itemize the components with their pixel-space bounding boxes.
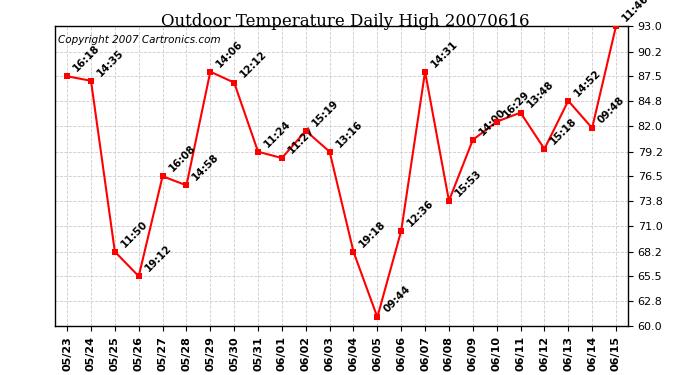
- Text: 12:36: 12:36: [405, 198, 436, 228]
- Point: [395, 228, 406, 234]
- Text: 11:50: 11:50: [119, 218, 150, 249]
- Text: Copyright 2007 Cartronics.com: Copyright 2007 Cartronics.com: [58, 35, 221, 45]
- Point: [253, 149, 264, 155]
- Text: 13:16: 13:16: [334, 118, 364, 149]
- Point: [109, 249, 120, 255]
- Point: [181, 182, 192, 188]
- Point: [611, 23, 622, 29]
- Text: 19:18: 19:18: [357, 219, 388, 249]
- Point: [133, 273, 144, 279]
- Point: [444, 198, 455, 204]
- Point: [157, 173, 168, 179]
- Point: [228, 80, 239, 86]
- Text: Outdoor Temperature Daily High 20070616: Outdoor Temperature Daily High 20070616: [161, 13, 529, 30]
- Point: [348, 249, 359, 255]
- Point: [539, 146, 550, 152]
- Point: [491, 119, 502, 125]
- Text: 09:44: 09:44: [382, 284, 412, 314]
- Text: 15:19: 15:19: [310, 98, 340, 128]
- Text: 11:46: 11:46: [620, 0, 651, 24]
- Text: 11:24: 11:24: [262, 118, 293, 149]
- Text: 15:18: 15:18: [549, 116, 579, 146]
- Text: 14:00: 14:00: [477, 106, 508, 137]
- Text: 09:48: 09:48: [596, 95, 627, 125]
- Text: 16:08: 16:08: [167, 143, 197, 174]
- Text: 15:53: 15:53: [453, 168, 484, 198]
- Text: 16:18: 16:18: [71, 43, 102, 74]
- Point: [277, 155, 288, 161]
- Point: [372, 314, 383, 320]
- Text: 11:27: 11:27: [286, 125, 317, 155]
- Text: 13:48: 13:48: [524, 79, 555, 110]
- Text: 16:29: 16:29: [501, 88, 531, 119]
- Point: [563, 98, 574, 104]
- Text: 14:58: 14:58: [190, 152, 221, 183]
- Text: 14:31: 14:31: [429, 38, 460, 69]
- Point: [86, 78, 97, 84]
- Point: [515, 110, 526, 116]
- Point: [467, 137, 478, 143]
- Text: 14:52: 14:52: [573, 68, 603, 98]
- Point: [61, 73, 72, 79]
- Point: [324, 149, 335, 155]
- Text: 19:12: 19:12: [143, 243, 173, 273]
- Point: [420, 69, 431, 75]
- Point: [300, 128, 311, 134]
- Text: 14:35: 14:35: [95, 47, 126, 78]
- Text: 14:06: 14:06: [215, 38, 245, 69]
- Point: [205, 69, 216, 75]
- Text: 12:12: 12:12: [238, 50, 269, 80]
- Point: [586, 125, 598, 131]
